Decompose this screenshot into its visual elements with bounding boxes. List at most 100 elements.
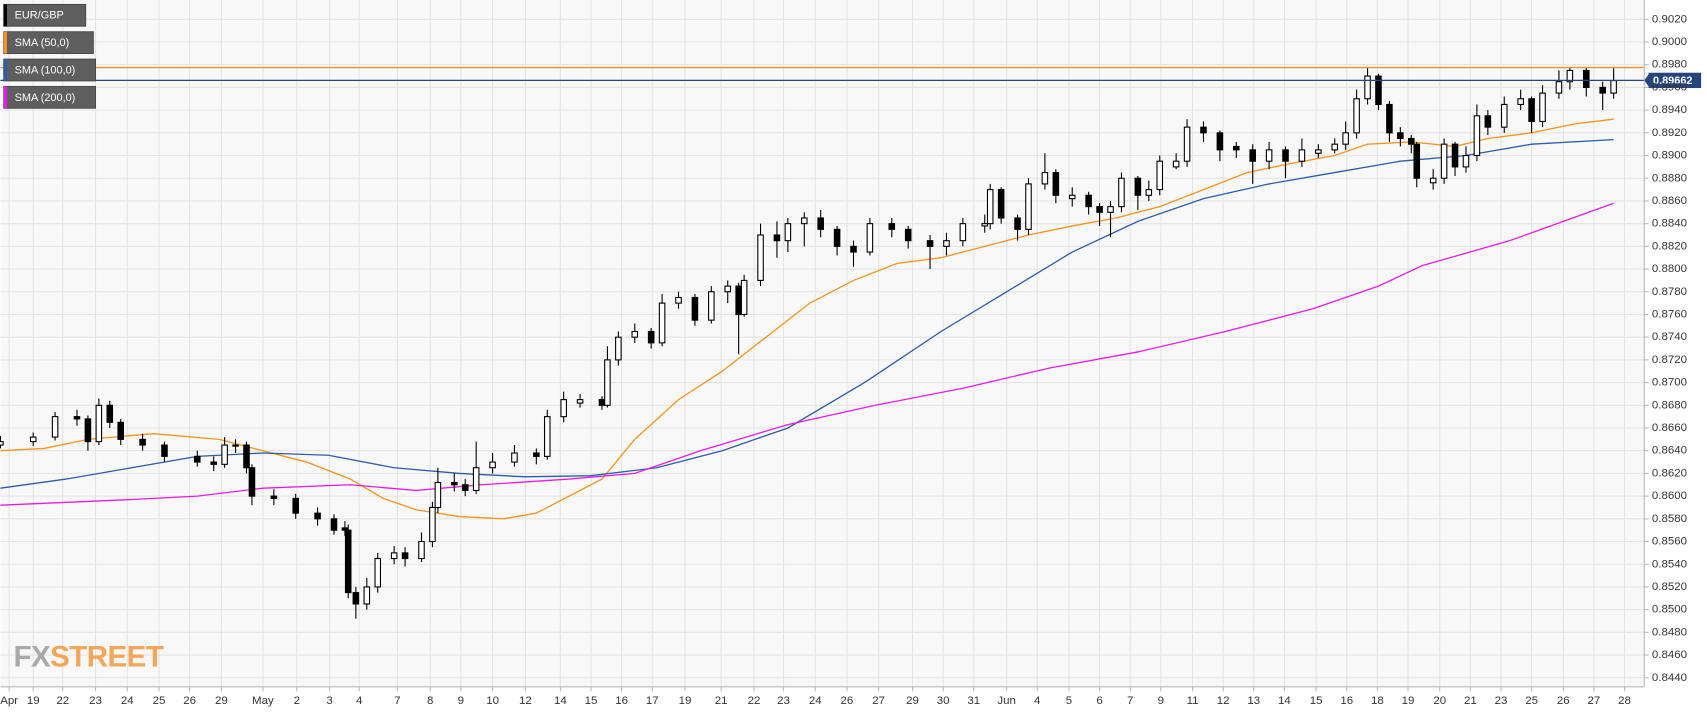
y-tick-label: 0.8820 <box>1652 240 1687 252</box>
candle-body <box>784 223 792 242</box>
candle <box>1249 144 1256 184</box>
x-tick-label: 25 <box>1525 695 1538 707</box>
candle <box>926 235 934 270</box>
candle <box>1440 138 1448 184</box>
x-tick-label: 27 <box>872 695 885 707</box>
candle <box>850 240 857 267</box>
candle <box>1200 121 1207 142</box>
candle <box>1233 141 1240 158</box>
x-tick-label: 29 <box>906 695 919 707</box>
candle-body <box>1014 217 1021 230</box>
candle <box>51 412 59 441</box>
candle-body <box>1599 86 1606 94</box>
axes: 0.8440 0.8460 0.8480 0.8500 0.8520 0.8540 0.85… <box>0 13 1687 707</box>
candle-body <box>401 552 409 560</box>
series-layer <box>0 66 1617 619</box>
candle-body <box>997 189 1005 219</box>
y-tick-label: 0.9020 <box>1652 13 1687 25</box>
x-tick-label: 17 <box>646 695 659 707</box>
candle <box>1413 141 1421 188</box>
x-tick-label: 5 <box>1066 695 1072 707</box>
x-tick-label: 14 <box>1278 695 1291 707</box>
candle-body <box>461 484 469 491</box>
x-tick-label: 28 <box>1618 695 1631 707</box>
candle <box>1353 89 1360 139</box>
y-tick-label: 0.8980 <box>1652 59 1687 71</box>
candle-body <box>1500 103 1508 128</box>
candle-body <box>1052 172 1060 196</box>
candle <box>352 586 360 619</box>
x-tick-label: 22 <box>748 695 761 707</box>
candle <box>981 214 989 233</box>
candle-body <box>1298 149 1306 162</box>
candle <box>740 274 748 317</box>
candle-body <box>1473 115 1481 157</box>
candle <box>773 221 781 258</box>
candle <box>418 532 425 562</box>
candle-body <box>511 452 518 463</box>
candle <box>1528 96 1535 133</box>
x-tick-label: 2 <box>294 695 300 707</box>
candle-body <box>833 228 841 247</box>
candle <box>1375 73 1382 111</box>
candle <box>401 547 409 567</box>
candle <box>29 432 37 447</box>
candle <box>691 294 699 326</box>
legend-item: SMA (200,0) <box>3 85 97 109</box>
y-tick-label: 0.8920 <box>1652 127 1687 139</box>
y-tick-label: 0.8700 <box>1652 377 1687 389</box>
candle-body <box>1566 69 1574 83</box>
candle <box>330 514 338 535</box>
candle-body <box>1413 143 1421 179</box>
candle-body <box>1172 160 1180 168</box>
candle-body <box>1528 98 1535 123</box>
y-tick-label: 0.8460 <box>1652 649 1687 661</box>
x-tick-label: 23 <box>89 695 102 707</box>
candle-body <box>1451 143 1459 168</box>
candle <box>95 398 103 446</box>
x-tick-label: 21 <box>715 695 728 707</box>
candle <box>943 232 950 256</box>
candle-body <box>1539 92 1546 123</box>
x-tick-label: 14 <box>554 695 567 707</box>
candle-body <box>429 506 436 543</box>
x-tick-label: 19 <box>1402 695 1415 707</box>
candle-body <box>1233 145 1240 151</box>
candle <box>193 450 201 467</box>
candle-body <box>533 452 540 457</box>
x-tick-label: 10 <box>486 695 499 707</box>
candle <box>232 439 239 453</box>
candle <box>533 448 540 465</box>
candle <box>1500 96 1508 133</box>
candle-body <box>615 336 622 361</box>
candle <box>959 217 967 247</box>
candle <box>1068 187 1076 207</box>
legend-item: SMA (100,0) <box>3 58 97 82</box>
candle-body <box>1025 183 1032 230</box>
candle <box>1041 153 1049 190</box>
grid <box>0 0 1645 687</box>
candle <box>1451 141 1459 176</box>
candle <box>1342 121 1349 150</box>
candle <box>390 546 398 565</box>
x-tick-label: 6 <box>1096 695 1102 707</box>
sma-line <box>0 202 1614 506</box>
candle-body <box>221 444 228 465</box>
watermark-street: STREET <box>50 640 164 673</box>
x-tick-label: 16 <box>1340 695 1353 707</box>
candle-body <box>374 558 382 588</box>
candle-body <box>959 223 967 242</box>
x-tick-label: 22 <box>56 695 69 707</box>
candle-body <box>773 234 781 242</box>
candle <box>451 473 458 492</box>
x-tick-label: Jun <box>997 695 1016 707</box>
candle <box>560 391 567 423</box>
y-tick-label: 0.8840 <box>1652 218 1687 230</box>
x-tick-label: 31 <box>967 695 980 707</box>
candle <box>986 183 994 230</box>
legend: EUR/GBP SMA (50,0) SMA (100,0) SMA (200,0) <box>3 3 97 109</box>
candle <box>1364 68 1371 105</box>
candle-body <box>106 404 114 423</box>
x-tick-label: 7 <box>1127 695 1133 707</box>
candle-body <box>1331 143 1339 151</box>
